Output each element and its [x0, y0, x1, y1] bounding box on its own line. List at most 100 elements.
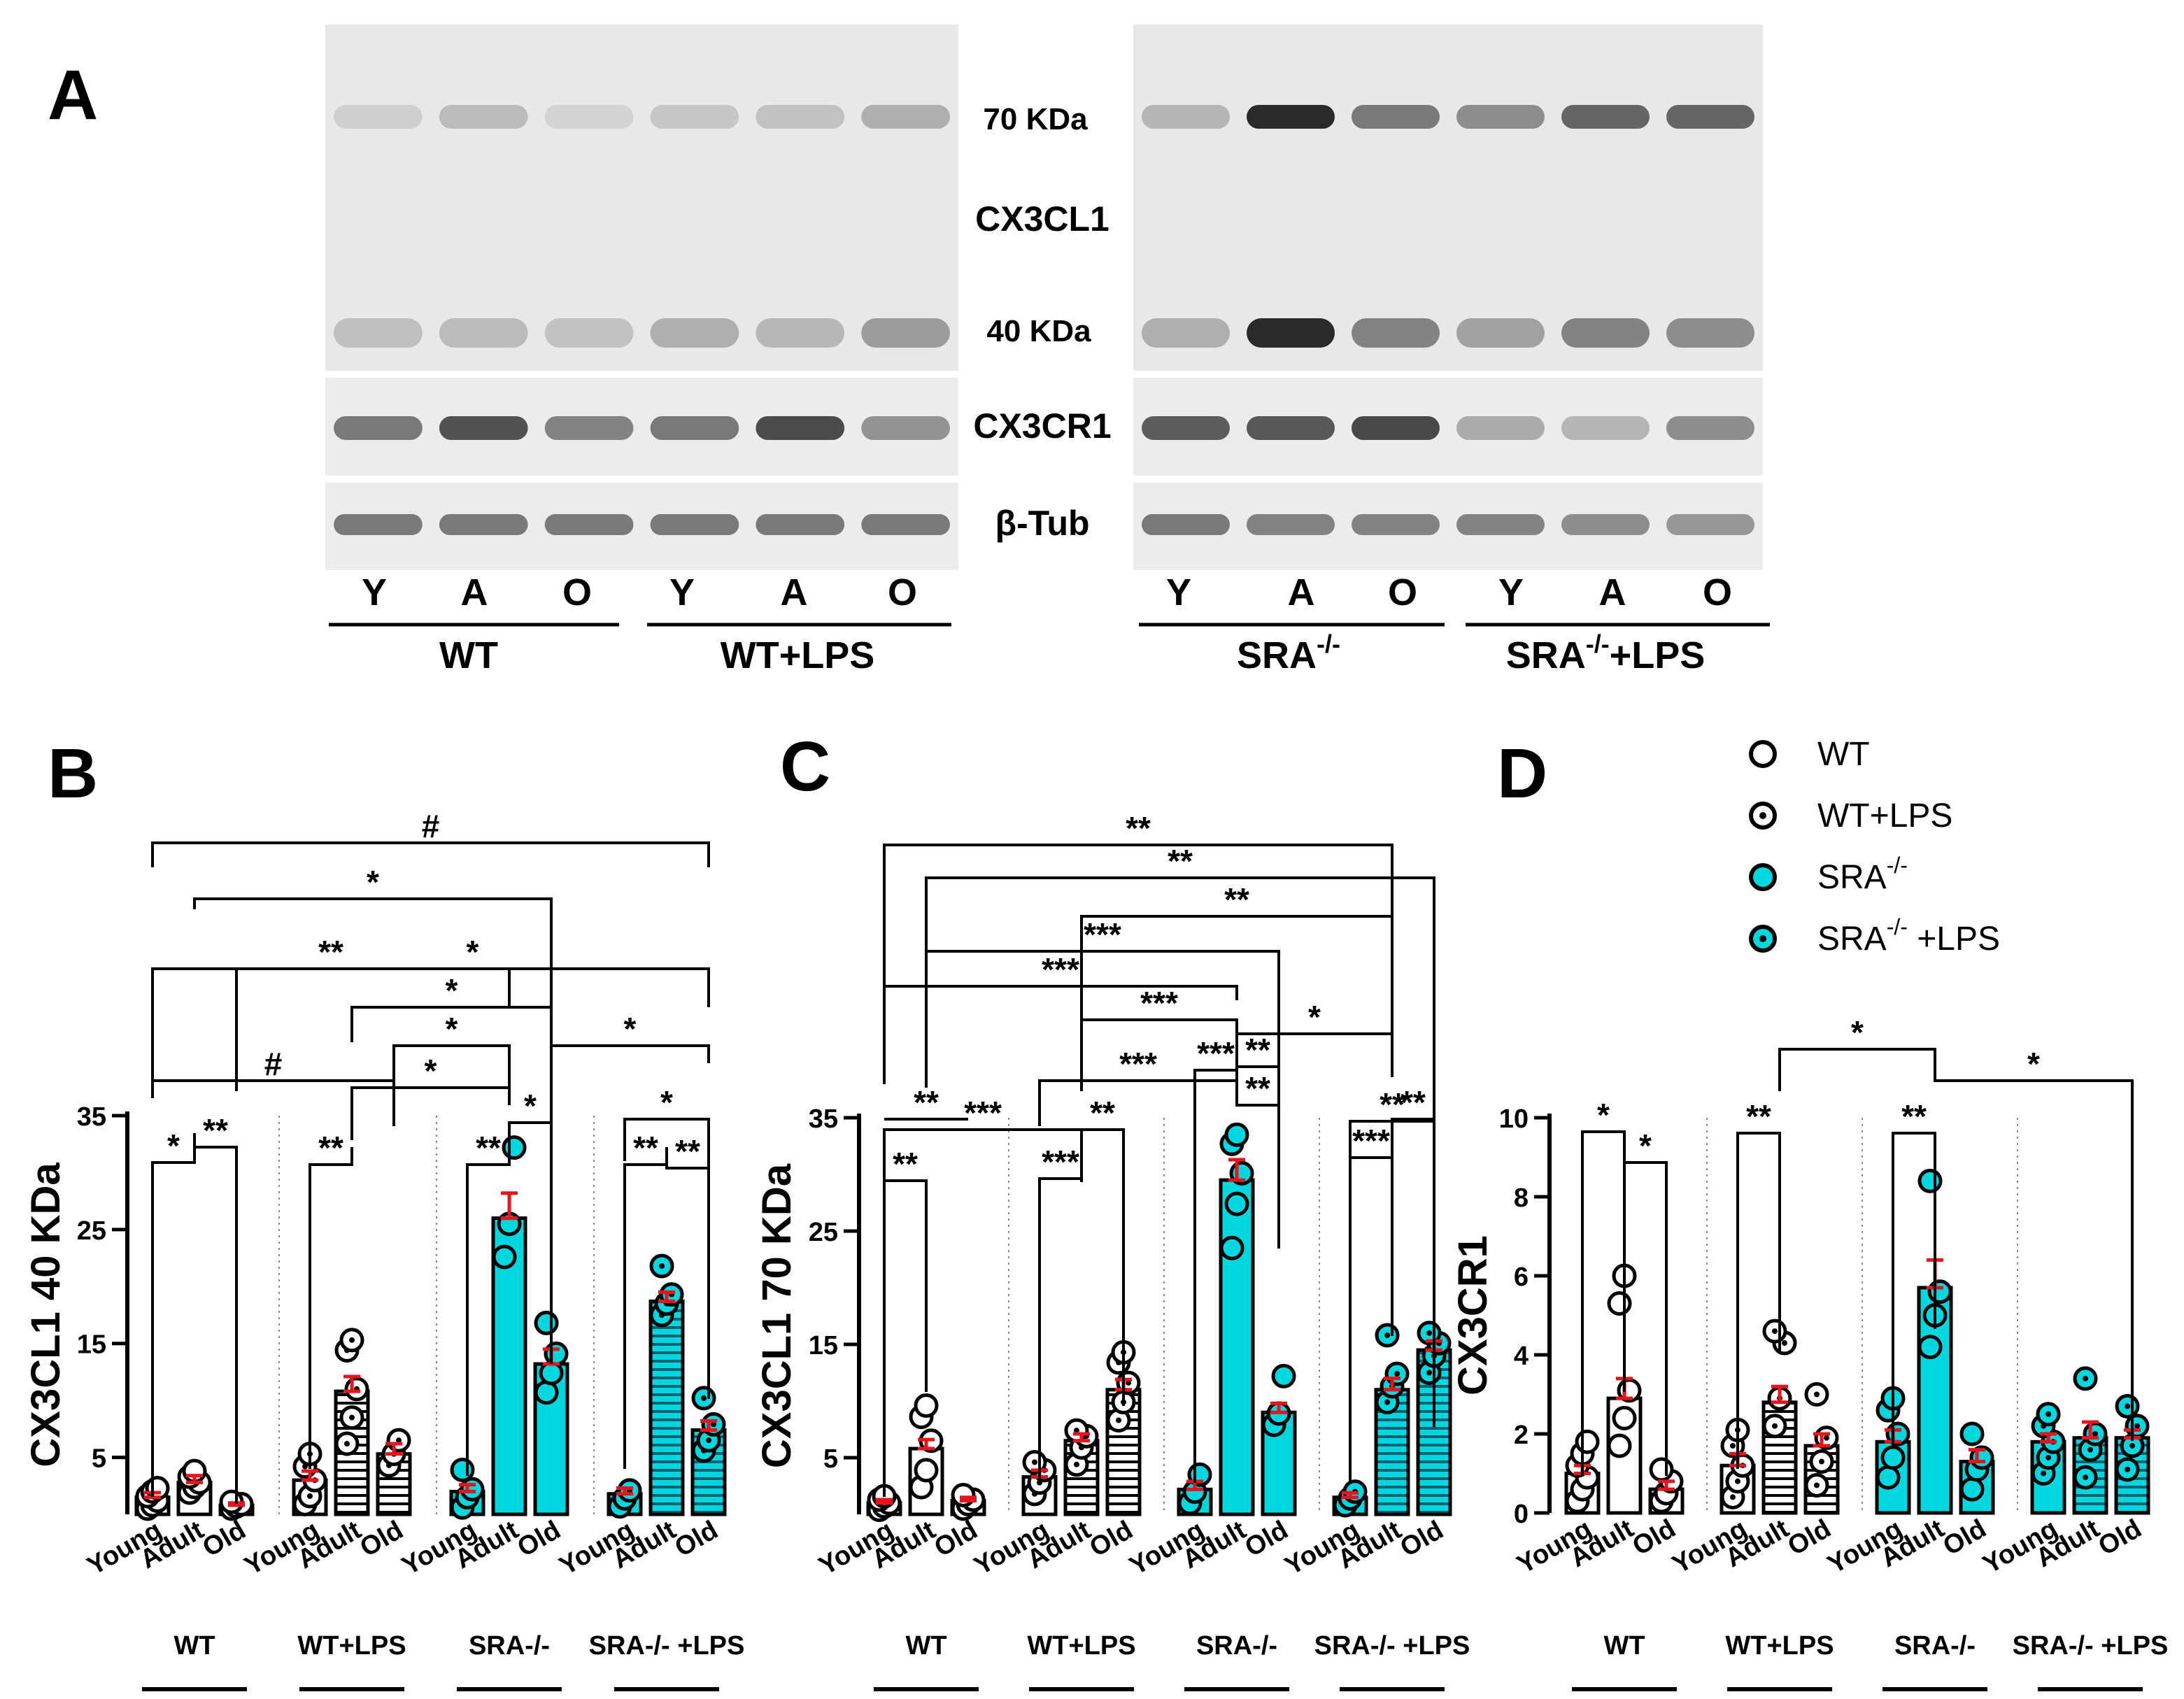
- data-point-dot: [2129, 1442, 2135, 1449]
- significance-label: **: [1401, 1084, 1426, 1121]
- significance-label: *: [2027, 1046, 2040, 1082]
- blot-right: [1133, 24, 1763, 570]
- legend-label-text: WT+LPS: [1817, 797, 1952, 834]
- group-label: WT: [905, 1631, 946, 1661]
- group-label-sup: -/-: [1370, 1631, 1396, 1661]
- legend-label-sup: -/-: [1887, 914, 1908, 939]
- legend-marker: [1749, 863, 1777, 891]
- data-point-dot: [1426, 1330, 1432, 1336]
- blot-tub-strip: [325, 483, 958, 570]
- blot-band: [544, 416, 634, 440]
- data-point: [145, 1476, 170, 1501]
- blot-band: [1561, 416, 1650, 440]
- legend-label-sup: -/-: [1887, 853, 1908, 878]
- significance-bracket: [1038, 1175, 1083, 1483]
- data-point-dot: [1814, 1391, 1820, 1398]
- significance-label: **: [1901, 1098, 1927, 1135]
- lane-label: O: [1703, 571, 1732, 613]
- significance-bracket: [883, 844, 1394, 1074]
- significance-label: **: [318, 1130, 343, 1166]
- category-label: Old: [2094, 1514, 2147, 1561]
- significance-label: **: [1168, 843, 1193, 879]
- blot-band: [1142, 105, 1230, 129]
- blot-band: [334, 416, 423, 440]
- data-point-dot: [1730, 1442, 1736, 1449]
- significance-bracket: [1038, 1079, 1238, 1126]
- data-point-dot: [1116, 1417, 1121, 1423]
- group-label-sup: -/-: [645, 1631, 670, 1661]
- y-tick-label: 15: [809, 1331, 838, 1360]
- significance-bracket: [883, 1128, 1083, 1497]
- blot-band: [650, 514, 739, 535]
- significance-bracket: [883, 985, 1238, 1084]
- blot-band: [334, 514, 423, 535]
- significance-label: ***: [1140, 985, 1178, 1021]
- blot-left: [325, 24, 958, 570]
- legend-label-text: SRA: [1817, 859, 1887, 896]
- legend-label-tail: +LPS: [1908, 920, 2000, 958]
- blot-band: [544, 318, 634, 348]
- data-point-dot: [2045, 1454, 2051, 1460]
- blot-tub-strip: [1133, 483, 1763, 570]
- panel-b-label: B: [48, 734, 98, 813]
- group-label-sra-lps-tail: +LPS: [1610, 634, 1706, 676]
- category-label: Old: [1396, 1515, 1449, 1563]
- data-point-dot: [349, 1337, 355, 1343]
- blot-band: [1247, 318, 1335, 348]
- blot-band: [544, 105, 634, 129]
- significance-label: *: [1851, 1014, 1864, 1051]
- data-point: [1959, 1421, 1985, 1446]
- data-point-dot: [1032, 1459, 1037, 1465]
- lane-label: A: [781, 571, 808, 613]
- group-label: WT+LPS: [1027, 1631, 1135, 1661]
- bar: [1219, 1178, 1255, 1516]
- group-label: SRA-/- +LPS: [2013, 1631, 2169, 1661]
- y-tick-label: 4: [1514, 1342, 1529, 1371]
- y-tick-label: 6: [1514, 1263, 1529, 1292]
- data-point: [1927, 1279, 1952, 1305]
- blot-band: [756, 318, 845, 348]
- blot-band: [1666, 105, 1754, 129]
- data-point-dot: [1126, 1380, 1131, 1386]
- group-label-sra-sup: -/-: [1317, 630, 1340, 658]
- blot-band: [1456, 318, 1545, 348]
- blot-cx3cl1-strip: [325, 24, 958, 371]
- data-point-dot: [711, 1421, 716, 1428]
- blot-band: [756, 105, 845, 129]
- group-label-sup: -/-: [1950, 1631, 1976, 1661]
- significance-label: *: [1639, 1128, 1652, 1164]
- cx3cr1-label: CX3CR1: [973, 406, 1111, 446]
- y-tick-label: 8: [1514, 1183, 1529, 1213]
- significance-bracket: [1235, 1070, 1280, 1249]
- significance-label: **: [1245, 1032, 1270, 1068]
- group-label: SRA-/-: [1894, 1631, 1976, 1661]
- group-label: WT+LPS: [297, 1631, 406, 1661]
- blot-band: [756, 416, 845, 440]
- significance-bracket: [309, 1147, 353, 1469]
- bar: [648, 1299, 685, 1516]
- significance-bracket: [1736, 1132, 1781, 1469]
- significance-label: *: [425, 1053, 437, 1089]
- group-label-text: SRA: [589, 1631, 645, 1661]
- blot-band: [1666, 514, 1754, 535]
- significance-bracket: [623, 1118, 710, 1343]
- significance-bracket: [1391, 1118, 1435, 1329]
- significance-label: ***: [1042, 1144, 1079, 1180]
- significance-bracket: [151, 841, 710, 867]
- group-label-tail: +LPS: [1396, 1631, 1470, 1661]
- y-tick-label: 5: [92, 1444, 106, 1474]
- group-label-text: SRA: [469, 1631, 525, 1661]
- significance-bracket: [623, 1147, 668, 1469]
- lane-label: Y: [1166, 571, 1191, 613]
- significance-label: **: [1380, 1086, 1405, 1123]
- legend-label: SRA-/- +LPS: [1817, 914, 2000, 958]
- group-label: WT+LPS: [1725, 1631, 1834, 1661]
- data-point: [460, 1477, 485, 1502]
- data-point: [502, 1135, 527, 1160]
- significance-bracket: [151, 1133, 196, 1497]
- blot-band: [1456, 105, 1545, 129]
- lane-label: Y: [1498, 571, 1524, 613]
- data-point: [914, 1458, 939, 1483]
- data-point-dot: [1735, 1478, 1740, 1484]
